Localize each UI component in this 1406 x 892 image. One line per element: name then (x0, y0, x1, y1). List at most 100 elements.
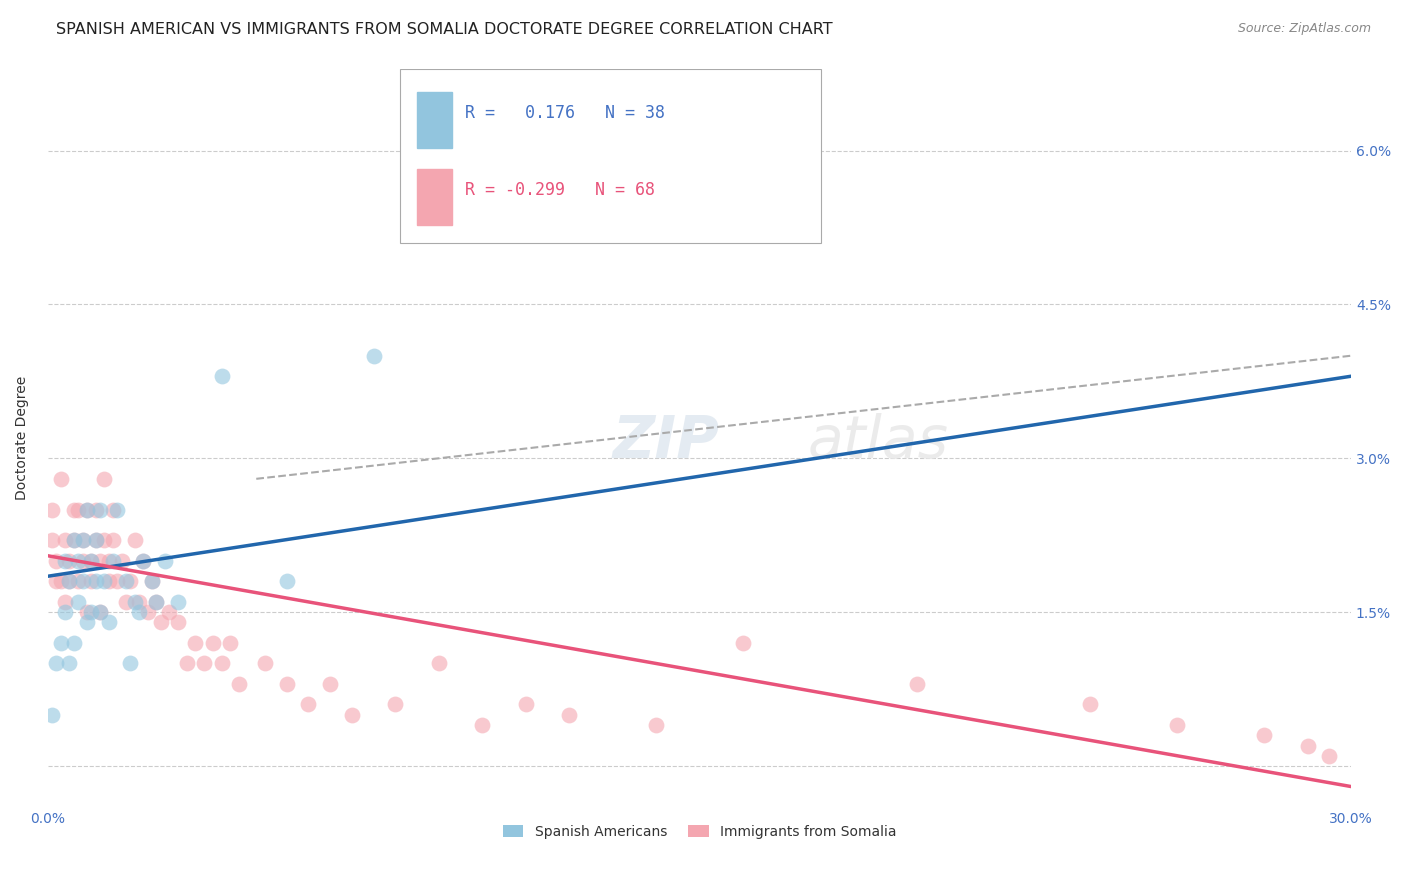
Point (110, 554, 132, 568)
Point (132, 554, 155, 568)
Point (124, 595, 146, 609)
Point (471, 718, 494, 732)
Point (115, 574, 138, 589)
Point (76, 502, 98, 516)
Point (145, 595, 167, 609)
Point (84, 533, 107, 548)
Point (101, 533, 124, 548)
Point (120, 657, 142, 671)
Point (228, 677, 250, 691)
Point (1253, 728, 1275, 742)
Point (67, 574, 90, 589)
Point (84, 533, 107, 548)
Point (149, 615, 172, 630)
Point (167, 595, 190, 609)
Point (89, 605, 111, 619)
Point (105, 502, 128, 516)
Point (80, 554, 103, 568)
Point (76, 605, 98, 619)
Point (211, 369, 233, 384)
Point (101, 554, 124, 568)
Point (97, 574, 120, 589)
Point (253, 657, 276, 671)
Bar (418, 92, 451, 148)
Point (153, 554, 176, 568)
Y-axis label: Doctorate Degree: Doctorate Degree (15, 376, 30, 500)
Point (63, 502, 86, 516)
Point (384, 698, 406, 712)
Point (97, 554, 120, 568)
Point (84, 502, 107, 516)
Point (72, 554, 94, 568)
Point (58, 574, 80, 589)
Point (132, 554, 155, 568)
Point (63, 636, 86, 650)
Point (340, 707, 363, 722)
Point (645, 718, 668, 732)
Point (63, 533, 86, 548)
Point (89, 554, 111, 568)
Text: ZIP: ZIP (613, 413, 720, 470)
Point (167, 615, 190, 630)
Point (128, 605, 150, 619)
Point (72, 574, 94, 589)
Point (276, 677, 298, 691)
Point (363, 349, 385, 363)
Legend: Spanish Americans, Immigrants from Somalia: Spanish Americans, Immigrants from Somal… (498, 820, 901, 845)
Point (124, 533, 146, 548)
Point (1296, 739, 1319, 753)
Point (53, 605, 76, 619)
Point (58, 657, 80, 671)
Point (101, 502, 124, 516)
Point (49, 574, 72, 589)
Point (76, 615, 98, 630)
Point (76, 502, 98, 516)
Point (93, 574, 115, 589)
Point (80, 554, 103, 568)
Point (67, 595, 90, 609)
Point (1166, 718, 1188, 732)
Point (58, 574, 80, 589)
Point (128, 595, 150, 609)
Point (145, 595, 167, 609)
Point (49, 472, 72, 486)
Point (157, 605, 180, 619)
Point (176, 657, 198, 671)
Point (1080, 698, 1102, 712)
Point (193, 657, 215, 671)
Point (72, 533, 94, 548)
Point (184, 636, 207, 650)
Point (427, 194, 450, 209)
Point (97, 615, 120, 630)
Point (67, 554, 90, 568)
Point (105, 574, 128, 589)
Text: R =   0.176   N = 38: R = 0.176 N = 38 (465, 103, 665, 121)
Point (515, 698, 537, 712)
Point (141, 574, 163, 589)
Text: atlas: atlas (808, 413, 949, 470)
Point (72, 533, 94, 548)
Point (558, 707, 581, 722)
Point (41, 707, 63, 722)
Point (89, 502, 111, 516)
Point (427, 657, 450, 671)
Point (41, 502, 63, 516)
Point (89, 605, 111, 619)
Point (1317, 748, 1340, 763)
Text: Source: ZipAtlas.com: Source: ZipAtlas.com (1237, 22, 1371, 36)
Point (93, 472, 115, 486)
Point (53, 533, 76, 548)
Point (731, 636, 754, 650)
Point (136, 605, 159, 619)
Point (201, 636, 224, 650)
Point (53, 595, 76, 609)
Point (905, 677, 928, 691)
Text: SPANISH AMERICAN VS IMMIGRANTS FROM SOMALIA DOCTORATE DEGREE CORRELATION CHART: SPANISH AMERICAN VS IMMIGRANTS FROM SOMA… (56, 22, 832, 37)
FancyBboxPatch shape (399, 69, 821, 243)
Point (93, 533, 115, 548)
Point (84, 574, 107, 589)
Point (67, 502, 90, 516)
Point (45, 574, 67, 589)
Point (41, 533, 63, 548)
Point (120, 574, 142, 589)
